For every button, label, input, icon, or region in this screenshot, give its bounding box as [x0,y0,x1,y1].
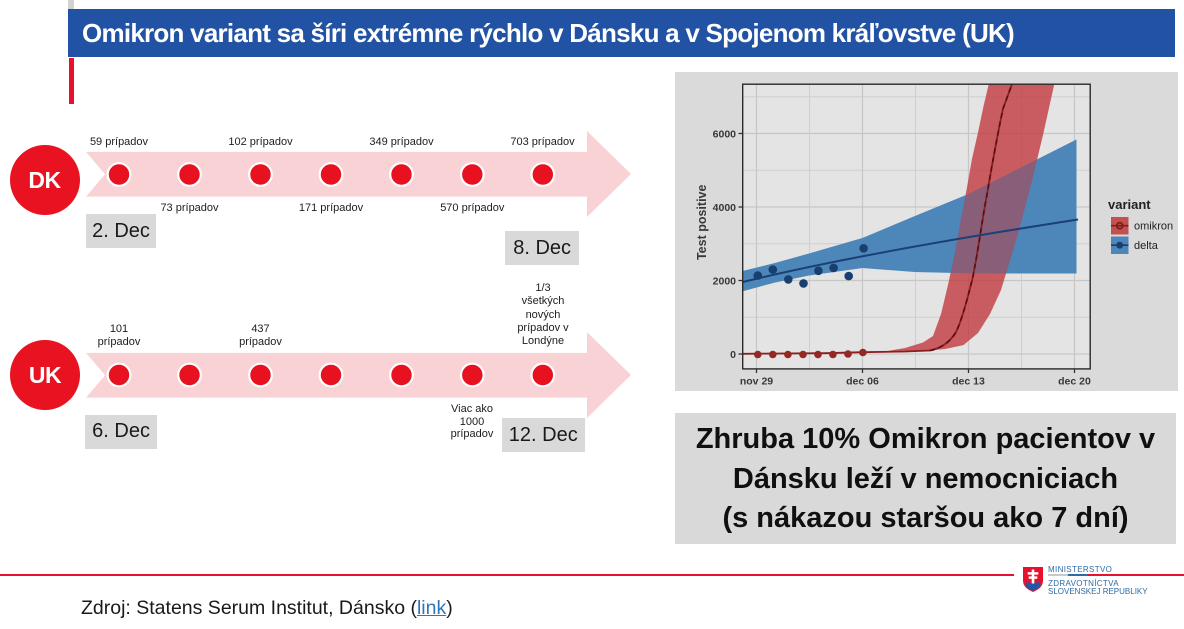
svg-text:0: 0 [730,349,736,361]
svg-text:2000: 2000 [713,275,737,287]
svg-text:dec 20: dec 20 [1058,376,1091,388]
svg-text:omikron: omikron [1134,221,1173,233]
svg-text:delta: delta [1134,240,1159,252]
svg-text:variant: variant [1108,197,1151,212]
svg-text:dec 06: dec 06 [846,376,879,388]
svg-text:nov 29: nov 29 [740,376,773,388]
svg-text:Test positive: Test positive [695,185,709,261]
svg-text:4000: 4000 [713,202,737,214]
svg-text:6000: 6000 [713,128,737,140]
svg-text:dec 13: dec 13 [952,376,985,388]
